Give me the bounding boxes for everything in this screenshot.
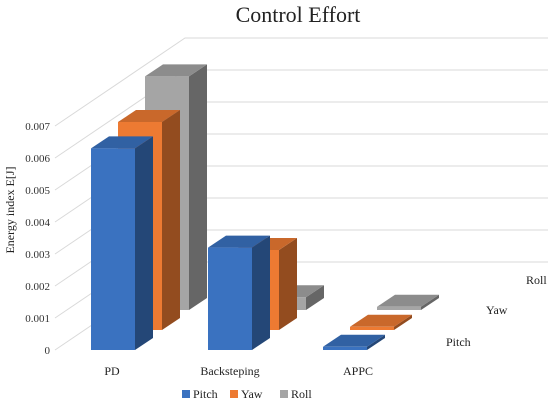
y-tick-label: 0: [45, 345, 51, 357]
bar-side: [252, 235, 270, 350]
bar-pitch-2: [323, 334, 385, 350]
bar-front: [377, 306, 421, 310]
bars-layer: [91, 64, 439, 350]
legend: Pitch Yaw Roll: [182, 387, 312, 401]
gridline: [54, 37, 548, 127]
legend-swatch-pitch: [182, 390, 190, 398]
y-tick-label: 0.007: [25, 121, 50, 133]
series-depth-label: Roll: [526, 273, 547, 287]
bar-top: [377, 294, 439, 307]
y-tick-label: 0.002: [25, 281, 50, 293]
legend-label-yaw: Yaw: [241, 387, 263, 401]
bar-top: [91, 136, 153, 149]
bar-front: [323, 346, 367, 350]
series-depth-label: Pitch: [446, 335, 471, 349]
x-category-label: Backsteping: [200, 364, 259, 378]
bar-side: [189, 64, 207, 311]
legend-label-roll: Roll: [291, 387, 312, 401]
legend-swatch-yaw: [230, 390, 238, 398]
bar-pitch-1: [208, 235, 270, 350]
bar-top: [350, 314, 412, 327]
bar-side: [135, 136, 153, 350]
bar-side: [367, 334, 385, 350]
x-category-label: PD: [104, 364, 120, 378]
legend-swatch-roll: [280, 390, 288, 398]
bar-side: [421, 294, 439, 310]
bar-yaw-2: [350, 314, 412, 330]
y-tick-label: 0.003: [25, 249, 50, 261]
x-category-label: APPC: [343, 364, 373, 378]
bar-front: [91, 148, 135, 350]
bar-top: [323, 334, 385, 347]
y-tick-label: 0.006: [25, 153, 50, 165]
y-axis-label: Energy index E[J]: [3, 166, 17, 253]
bar-side: [162, 110, 180, 330]
y-tick-label: 0.001: [25, 313, 50, 325]
y-tick-label: 0.005: [25, 185, 50, 197]
bar-top: [118, 110, 180, 122]
y-tick-label: 0.004: [25, 217, 50, 229]
bar-roll-2: [377, 294, 439, 310]
series-depth-label: Yaw: [486, 303, 508, 317]
chart-title: Control Effort: [236, 2, 361, 27]
bar-top: [145, 64, 207, 77]
bar-side: [306, 285, 324, 310]
bar-side: [279, 238, 297, 330]
bar-pitch-0: [91, 136, 153, 350]
bar-front: [208, 247, 252, 350]
bar-side: [394, 314, 412, 330]
bar-top: [208, 235, 270, 248]
legend-label-pitch: Pitch: [193, 387, 218, 401]
bar-front: [350, 326, 394, 330]
labels-layer: 0 0.001 0.002 0.003 0.004 0.005 0.006 0.007 PD Ba…: [25, 121, 547, 378]
